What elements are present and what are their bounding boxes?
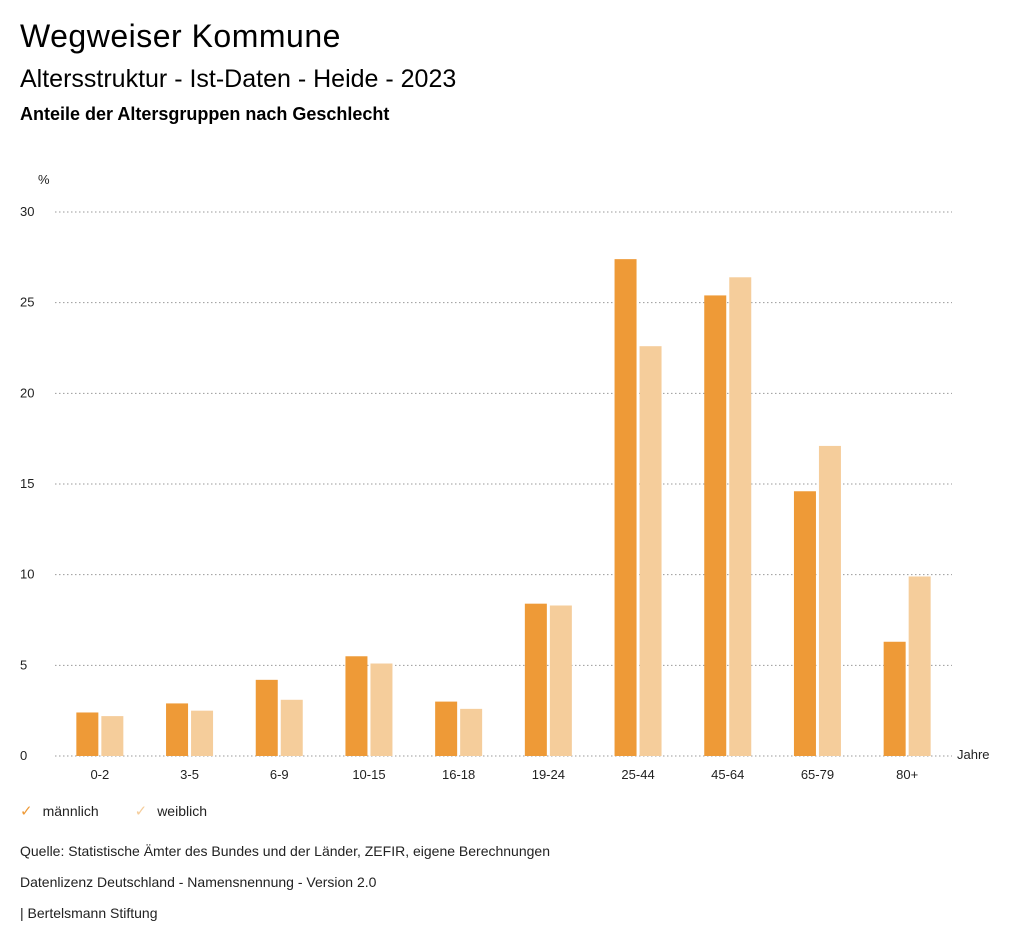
y-tick-label: 30 [20, 204, 34, 219]
x-tick-label: 45-64 [711, 767, 744, 782]
bar-weiblich[interactable] [549, 605, 572, 756]
chart-title: Anteile der Altersgruppen nach Geschlech… [20, 104, 390, 124]
bar-maennlich[interactable] [524, 603, 547, 756]
y-tick-label: 25 [20, 295, 34, 310]
y-tick-label: 5 [20, 657, 27, 672]
x-tick-label: 16-18 [442, 767, 475, 782]
y-tick-label: 20 [20, 385, 34, 400]
bar-maennlich[interactable] [345, 656, 368, 756]
page-title: Wegweiser Kommune [20, 18, 341, 54]
x-tick-label: 0-2 [90, 767, 109, 782]
x-tick-label: 10-15 [352, 767, 385, 782]
bar-chart: 0 5 10 15 20 25 30% Jahre 0-2 3-5 6-9 10-15 16-18 19-… [20, 172, 990, 782]
bar-weiblich[interactable] [370, 663, 393, 756]
x-tick-label: 25-44 [621, 767, 654, 782]
bar-maennlich[interactable] [255, 679, 278, 756]
bar-maennlich[interactable] [76, 712, 99, 756]
bar-maennlich[interactable] [793, 491, 816, 756]
y-tick-label: 10 [20, 567, 34, 582]
x-tick-label: 19-24 [532, 767, 565, 782]
x-tick-label: 80+ [896, 767, 918, 782]
bar-weiblich[interactable] [908, 576, 931, 756]
legend-item-weiblich[interactable]: ✓ weiblich [135, 803, 207, 819]
bar-weiblich[interactable] [101, 716, 124, 756]
bar-maennlich[interactable] [435, 701, 458, 756]
legend-label: weiblich [157, 803, 207, 819]
x-tick-label: 6-9 [270, 767, 289, 782]
x-axis-label: Jahre [957, 747, 990, 762]
bar-maennlich[interactable] [614, 259, 637, 756]
license-note: Datenlizenz Deutschland - Namensnennung … [20, 874, 377, 890]
bar-maennlich[interactable] [166, 703, 189, 756]
bar-weiblich[interactable] [460, 708, 483, 756]
bar-maennlich[interactable] [704, 295, 727, 756]
y-tick-label: 0 [20, 748, 27, 763]
bar-weiblich[interactable] [818, 445, 841, 756]
bar-weiblich[interactable] [191, 710, 214, 756]
page-subtitle: Altersstruktur - Ist-Daten - Heide - 202… [20, 65, 457, 93]
check-icon: ✓ [134, 802, 148, 820]
source-note: Quelle: Statistische Ämter des Bundes un… [20, 843, 550, 859]
y-tick-label: 15 [20, 476, 34, 491]
check-icon: ✓ [20, 802, 33, 820]
legend-item-maennlich[interactable]: ✓ männlich [20, 803, 99, 819]
x-tick-label: 3-5 [180, 767, 199, 782]
bar-weiblich[interactable] [729, 277, 752, 756]
bar-weiblich[interactable] [639, 346, 662, 756]
bar-maennlich[interactable] [883, 641, 906, 756]
legend-label: männlich [42, 803, 99, 819]
bar-weiblich[interactable] [280, 699, 303, 756]
x-tick-label: 65-79 [801, 767, 834, 782]
chart-legend: ✓ männlich ✓ weiblich [20, 803, 207, 819]
y-axis-label: % [38, 172, 50, 187]
publisher-note[interactable]: | Bertelsmann Stiftung [20, 905, 158, 921]
